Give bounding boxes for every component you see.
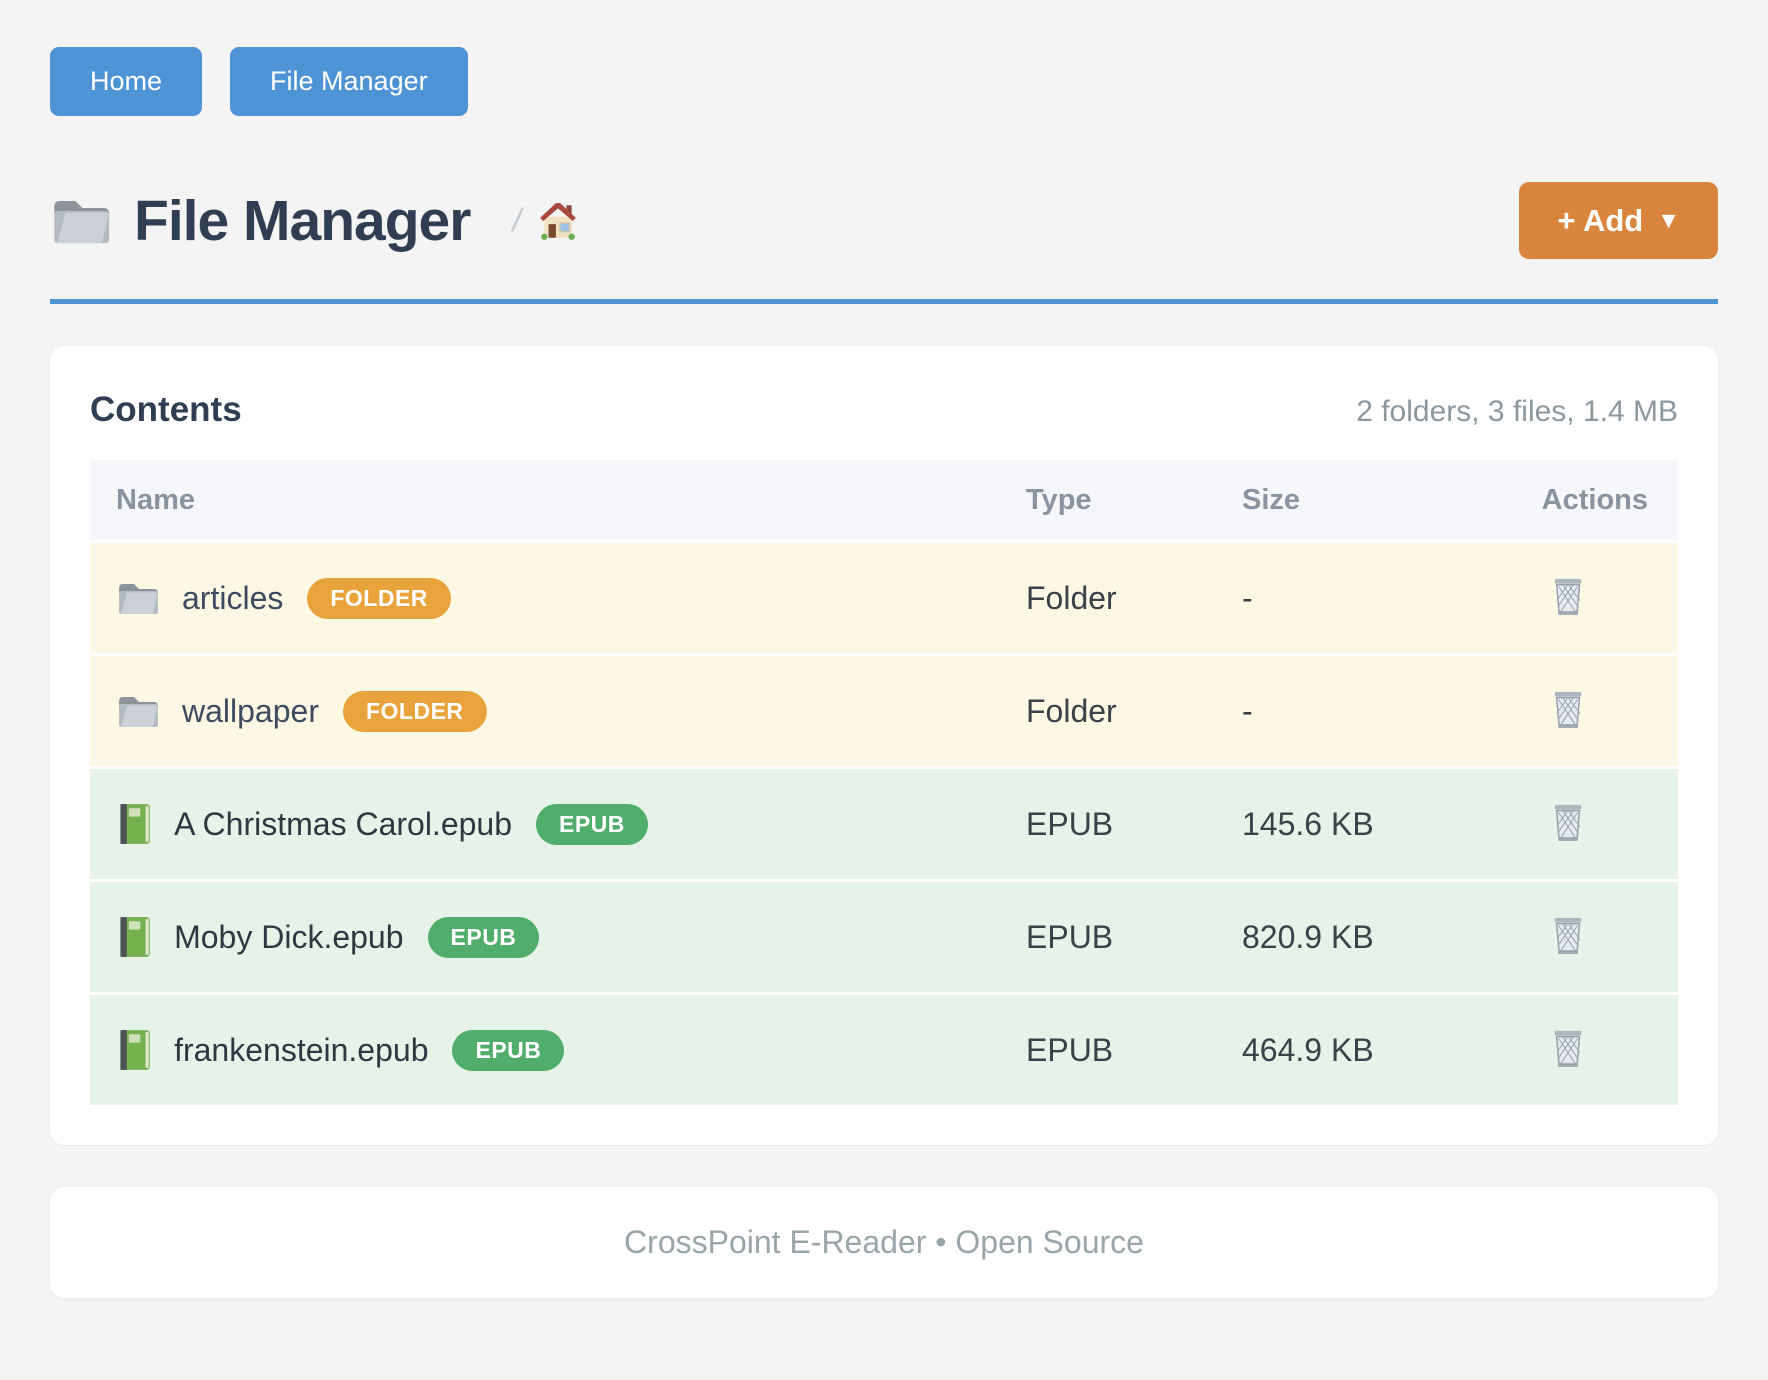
folder-icon — [116, 692, 160, 730]
column-header-size: Size — [1242, 483, 1301, 516]
footer-text: CrossPoint E-Reader • Open Source — [624, 1224, 1144, 1260]
delete-button[interactable] — [1546, 684, 1590, 734]
table-row: wallpaper FOLDER Folder - — [90, 653, 1678, 766]
contents-header: Contents 2 folders, 3 files, 1.4 MB — [90, 390, 1678, 430]
contents-heading: Contents — [90, 390, 242, 429]
type-badge: FOLDER — [342, 690, 487, 732]
trash-icon — [1550, 691, 1586, 733]
book-icon — [116, 1028, 152, 1072]
file-table: Name Type Size Actions articles FOLDER F… — [90, 460, 1678, 1105]
type-cell: Folder — [1026, 692, 1117, 729]
contents-card: Contents 2 folders, 3 files, 1.4 MB Name… — [50, 346, 1718, 1145]
book-icon — [116, 915, 152, 959]
file-name[interactable]: frankenstein.epub — [174, 1031, 429, 1068]
table-row: A Christmas Carol.epub EPUB EPUB 145.6 K… — [90, 766, 1678, 879]
size-cell: 820.9 KB — [1242, 918, 1374, 955]
column-header-actions: Actions — [1541, 483, 1648, 516]
top-navigation: Home File Manager — [50, 47, 1718, 116]
file-name[interactable]: articles — [182, 579, 284, 616]
file-name[interactable]: wallpaper — [182, 692, 319, 729]
trash-icon — [1550, 804, 1586, 846]
table-header-row: Name Type Size Actions — [90, 460, 1678, 540]
chevron-down-icon: ▼ — [1657, 207, 1680, 233]
trash-icon — [1550, 1030, 1586, 1072]
nav-file-manager-button[interactable]: File Manager — [230, 47, 468, 116]
page-title: File Manager — [134, 188, 471, 253]
type-cell: EPUB — [1026, 1031, 1114, 1068]
trash-icon — [1550, 578, 1586, 620]
table-row: articles FOLDER Folder - — [90, 540, 1678, 653]
type-cell: Folder — [1026, 579, 1117, 616]
delete-button[interactable] — [1546, 1023, 1590, 1073]
title-group: File Manager / — [50, 188, 579, 254]
trash-icon — [1550, 917, 1586, 959]
table-body: articles FOLDER Folder - wallpaper FOLDE… — [90, 540, 1678, 1105]
file-name[interactable]: Moby Dick.epub — [174, 918, 404, 955]
contents-summary: 2 folders, 3 files, 1.4 MB — [1356, 395, 1678, 428]
nav-home-button[interactable]: Home — [50, 47, 203, 116]
type-badge: EPUB — [452, 1029, 565, 1071]
size-cell: 145.6 KB — [1242, 805, 1374, 842]
type-cell: EPUB — [1026, 805, 1114, 842]
footer-card: CrossPoint E-Reader • Open Source — [50, 1187, 1718, 1298]
size-cell: - — [1242, 579, 1253, 616]
page-header: File Manager / + Add ▼ — [50, 182, 1718, 259]
type-badge: FOLDER — [307, 577, 451, 619]
breadcrumb-separator: / — [512, 202, 522, 238]
add-button[interactable]: + Add ▼ — [1519, 182, 1718, 259]
delete-button[interactable] — [1546, 571, 1590, 621]
book-icon — [116, 802, 152, 846]
type-cell: EPUB — [1026, 918, 1114, 955]
delete-button[interactable] — [1546, 797, 1590, 847]
folder-icon — [116, 579, 160, 617]
size-cell: - — [1242, 692, 1253, 729]
table-row: frankenstein.epub EPUB EPUB 464.9 KB — [90, 992, 1678, 1105]
header-divider — [50, 299, 1718, 304]
breadcrumb: / — [512, 200, 579, 242]
type-badge: EPUB — [427, 916, 540, 958]
size-cell: 464.9 KB — [1242, 1031, 1374, 1068]
folder-icon — [50, 194, 112, 247]
type-badge: EPUB — [536, 803, 648, 845]
file-name[interactable]: A Christmas Carol.epub — [174, 805, 512, 842]
column-header-name: Name — [116, 483, 195, 516]
delete-button[interactable] — [1546, 910, 1590, 960]
add-button-label: + Add — [1557, 203, 1644, 238]
table-row: Moby Dick.epub EPUB EPUB 820.9 KB — [90, 879, 1678, 992]
house-icon[interactable] — [537, 200, 579, 242]
column-header-name-type: Type — [1026, 483, 1092, 516]
